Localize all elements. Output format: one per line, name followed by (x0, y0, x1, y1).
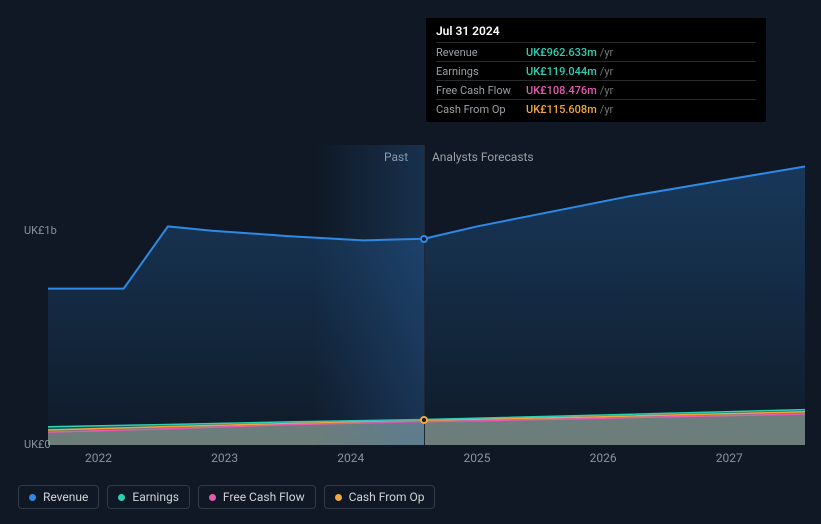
tooltip-row-label: Earnings (436, 65, 526, 78)
tooltip-row: RevenueUK£962.633m/yr (436, 42, 756, 61)
chart-root: Jul 31 2024 RevenueUK£962.633m/yrEarning… (0, 0, 821, 524)
highlight-marker (420, 235, 428, 243)
x-axis-label: 2026 (590, 451, 617, 465)
legend-item[interactable]: Cash From Op (324, 485, 436, 509)
x-axis-label: 2027 (716, 451, 743, 465)
legend-label: Earnings (132, 490, 179, 504)
tooltip-row-value: UK£962.633m (526, 46, 597, 59)
legend-label: Free Cash Flow (223, 490, 305, 504)
legend-dot (335, 494, 342, 501)
legend-item[interactable]: Free Cash Flow (198, 485, 316, 509)
y-axis-label: UK£0 (24, 438, 51, 451)
legend-label: Cash From Op (349, 490, 425, 504)
tooltip-row-unit: /yr (600, 65, 613, 78)
x-axis-label: 2023 (211, 451, 238, 465)
legend-dot (29, 494, 36, 501)
x-axis-label: 2022 (85, 451, 112, 465)
tooltip-row-value: UK£115.608m (526, 103, 597, 116)
tooltip-row: EarningsUK£119.044m/yr (436, 61, 756, 80)
legend-label: Revenue (43, 490, 88, 504)
legend-dot (209, 494, 216, 501)
tooltip-row-unit: /yr (600, 103, 613, 116)
legend: Revenue Earnings Free Cash Flow Cash From O… (18, 485, 435, 509)
tooltip-row-value: UK£119.044m (526, 65, 597, 78)
x-axis-label: 2025 (463, 451, 490, 465)
chart-plot-area[interactable] (48, 145, 805, 445)
tooltip-row: Free Cash FlowUK£108.476m/yr (436, 80, 756, 99)
tooltip-row-value: UK£108.476m (526, 84, 597, 97)
tooltip-title: Jul 31 2024 (436, 24, 756, 38)
chart-svg (48, 145, 805, 445)
tooltip-row-label: Revenue (436, 46, 526, 59)
past-forecast-divider (424, 145, 425, 445)
tooltip-row-label: Free Cash Flow (436, 84, 526, 97)
legend-item[interactable]: Earnings (107, 485, 190, 509)
x-axis-label: 2024 (337, 451, 364, 465)
tooltip-row-label: Cash From Op (436, 103, 526, 116)
tooltip-row-unit: /yr (600, 84, 613, 97)
tooltip-row-unit: /yr (600, 46, 613, 59)
chart-tooltip: Jul 31 2024 RevenueUK£962.633m/yrEarning… (426, 18, 766, 122)
legend-dot (118, 494, 125, 501)
revenue-area (48, 166, 805, 445)
tooltip-row: Cash From OpUK£115.608m/yr (436, 99, 756, 118)
legend-item[interactable]: Revenue (18, 485, 99, 509)
highlight-marker (420, 416, 428, 424)
